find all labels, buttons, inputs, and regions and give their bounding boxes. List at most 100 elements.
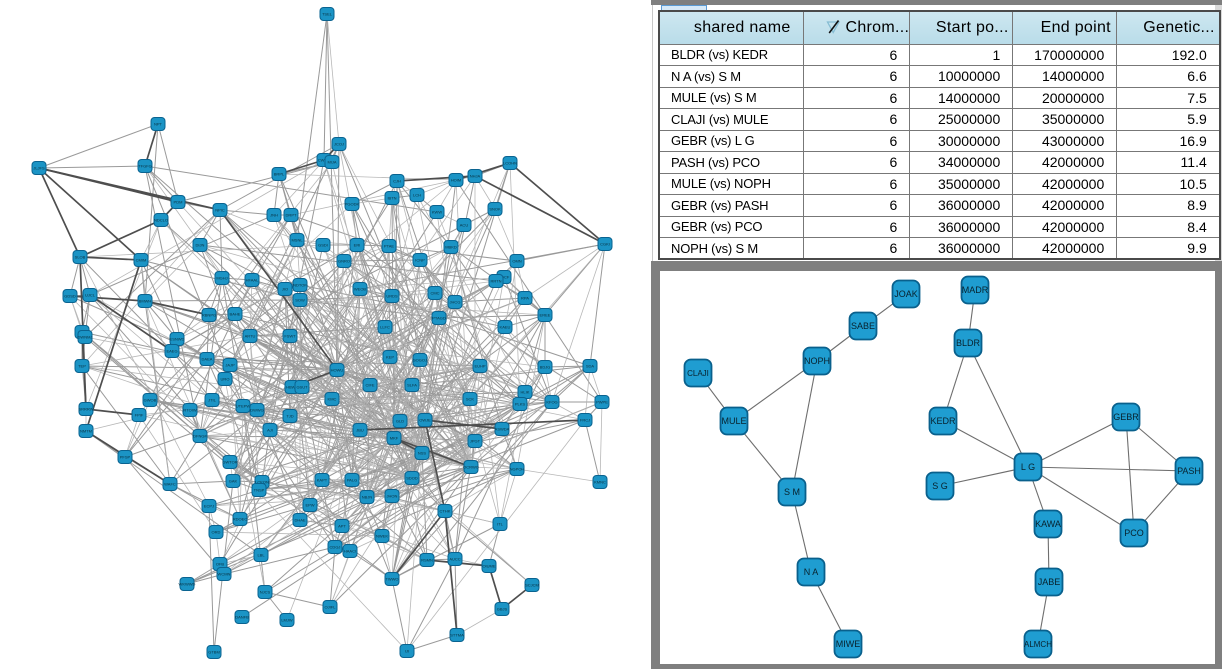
svg-text:CDGJ: CDGJ xyxy=(330,545,341,550)
svg-text:MADR: MADR xyxy=(962,285,989,295)
svg-text:GAK: GAK xyxy=(229,479,238,484)
svg-text:BLDR: BLDR xyxy=(956,338,981,348)
svg-text:EREE: EREE xyxy=(540,313,551,318)
svg-text:DANFB: DANFB xyxy=(235,615,249,620)
svg-text:RBNPG: RBNPG xyxy=(202,313,216,318)
svg-text:SOGOJ: SOGOJ xyxy=(413,358,427,363)
svg-text:MSNL: MSNL xyxy=(291,238,303,243)
svg-text:ASWDA: ASWDA xyxy=(495,427,510,432)
svg-text:DRPT: DRPT xyxy=(286,213,297,218)
svg-text:NBJN: NBJN xyxy=(362,495,373,500)
svg-text:JTIL: JTIL xyxy=(208,398,217,403)
svg-text:PTAE: PTAE xyxy=(384,244,394,249)
svg-text:MIWE: MIWE xyxy=(836,639,861,649)
svg-text:PGODK: PGODK xyxy=(345,202,360,207)
svg-text:GEBR: GEBR xyxy=(1113,412,1139,422)
svg-text:JHCG: JHCG xyxy=(450,300,461,305)
svg-text:AJI: AJI xyxy=(267,428,273,433)
svg-text:GWOB: GWOB xyxy=(144,398,157,403)
svg-text:HFAAL: HFAAL xyxy=(246,278,259,283)
svg-text:JAJP: JAJP xyxy=(225,363,235,368)
svg-text:SDOD: SDOD xyxy=(406,476,418,481)
svg-text:ICNP: ICNP xyxy=(415,258,425,263)
svg-text:WKWWD: WKWWD xyxy=(179,582,196,587)
svg-text:DFNGF: DFNGF xyxy=(193,434,207,439)
svg-text:KMC: KMC xyxy=(328,397,337,402)
svg-text:SDA: SDA xyxy=(586,364,595,369)
svg-text:CGKI: CGKI xyxy=(600,242,610,247)
svg-text:SLFA: SLFA xyxy=(407,383,417,388)
svg-text:KAPT: KAPT xyxy=(317,478,328,483)
svg-text:GNRO: GNRO xyxy=(338,259,350,264)
svg-text:LBL: LBL xyxy=(257,553,265,558)
svg-text:JLJFS: JLJFS xyxy=(33,166,45,171)
svg-text:NOPH: NOPH xyxy=(804,356,830,366)
svg-text:HOWU: HOWU xyxy=(331,368,344,373)
svg-text:LMJW: LMJW xyxy=(281,618,293,623)
svg-text:GLD: GLD xyxy=(396,419,404,424)
svg-text:BMWH: BMWH xyxy=(139,299,152,304)
svg-text:JPGT: JPGT xyxy=(470,439,481,444)
svg-text:MIJA: MIJA xyxy=(327,160,336,165)
svg-text:RPA: RPA xyxy=(521,296,529,301)
svg-text:WAFC: WAFC xyxy=(164,482,176,487)
svg-text:MBKD: MBKD xyxy=(445,245,457,250)
svg-text:KEP: KEP xyxy=(386,355,394,360)
svg-text:KFOG: KFOG xyxy=(546,400,557,405)
svg-text:N A: N A xyxy=(804,567,819,577)
svg-text:GSDI: GSDI xyxy=(318,243,328,248)
svg-text:CMC: CMC xyxy=(430,291,439,296)
svg-text:TNSP: TNSP xyxy=(254,488,265,493)
svg-text:EPW: EPW xyxy=(305,503,314,508)
svg-text:CJH: CJH xyxy=(393,179,401,184)
svg-text:JBU: JBU xyxy=(356,428,364,433)
svg-text:RDOEC: RDOEC xyxy=(233,517,248,522)
svg-text:GWTOR: GWTOR xyxy=(222,460,237,465)
svg-text:RTOIW: RTOIW xyxy=(183,408,196,413)
svg-text:ERI: ERI xyxy=(354,243,361,248)
svg-text:GTBM: GTBM xyxy=(208,650,220,655)
svg-text:KAWA: KAWA xyxy=(1035,519,1061,529)
svg-text:GSUT: GSUT xyxy=(296,385,308,390)
svg-text:OWJE: OWJE xyxy=(419,418,431,423)
svg-text:NDCLO: NDCLO xyxy=(154,218,168,223)
svg-text:SNOK: SNOK xyxy=(489,207,501,212)
svg-text:ECPJ: ECPJ xyxy=(204,504,214,509)
svg-text:PLKS: PLKS xyxy=(515,402,526,407)
svg-text:AUCC: AUCC xyxy=(449,557,460,562)
svg-text:NWEK: NWEK xyxy=(376,534,388,539)
svg-text:ESNWD: ESNWD xyxy=(170,337,185,342)
svg-text:BAHE: BAHE xyxy=(230,312,241,317)
svg-text:EAEG: EAEG xyxy=(166,349,177,354)
svg-text:CWOA: CWOA xyxy=(318,158,331,163)
svg-text:IJI: IJI xyxy=(405,649,409,654)
svg-text:DWWG: DWWG xyxy=(250,408,264,413)
svg-text:LCH: LCH xyxy=(413,193,421,198)
svg-text:NDTOF: NDTOF xyxy=(293,283,307,288)
svg-text:WEOB: WEOB xyxy=(354,287,367,292)
svg-text:KWW: KWW xyxy=(432,210,442,215)
svg-text:OIUME: OIUME xyxy=(482,564,495,569)
svg-text:CLAJI: CLAJI xyxy=(687,369,709,378)
svg-text:GBJS: GBJS xyxy=(497,607,508,612)
svg-text:JOAK: JOAK xyxy=(894,289,918,299)
svg-text:FSWT: FSWT xyxy=(284,334,296,339)
svg-text:TWWO: TWWO xyxy=(385,577,398,582)
svg-text:NJCS: NJCS xyxy=(260,590,271,595)
svg-text:ITL: ITL xyxy=(497,522,504,527)
svg-text:ACU: ACU xyxy=(460,223,469,228)
svg-text:S M: S M xyxy=(784,487,800,497)
svg-text:RRTN: RRTN xyxy=(490,279,501,284)
svg-text:MKF: MKF xyxy=(390,436,399,441)
svg-text:EUHP: EUHP xyxy=(474,364,485,369)
svg-text:KAEU: KAEU xyxy=(500,325,511,330)
svg-text:UTEPW: UTEPW xyxy=(236,404,251,409)
svg-text:HAACI: HAACI xyxy=(344,549,356,554)
svg-text:OCRWO: OCRWO xyxy=(463,465,479,470)
svg-text:NSS: NSS xyxy=(418,451,427,456)
svg-text:STTMA: STTMA xyxy=(450,633,464,638)
svg-text:PCO: PCO xyxy=(1124,528,1144,538)
svg-text:MULE: MULE xyxy=(721,416,746,426)
svg-text:JCOJ: JCOJ xyxy=(334,142,344,147)
svg-text:URDS: URDS xyxy=(386,294,398,299)
